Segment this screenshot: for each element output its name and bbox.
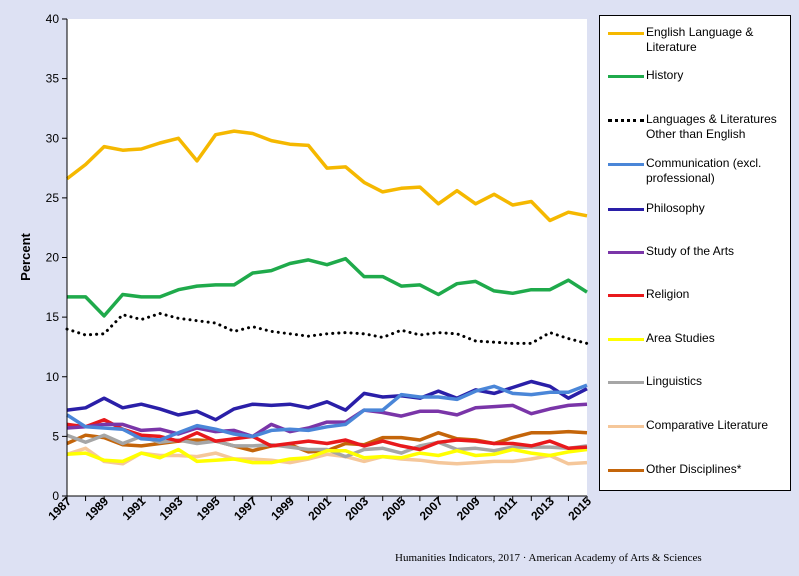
y-tick-label: 10: [46, 370, 60, 384]
x-tick-label: 2007: [417, 494, 446, 523]
legend-label: Religion: [646, 287, 788, 302]
legend-swatch: [608, 425, 644, 428]
y-tick-label: 40: [46, 12, 60, 26]
legend-label-line: Religion: [646, 287, 690, 301]
legend-label-line: Literature: [646, 40, 697, 54]
legend-swatch: [608, 251, 644, 254]
x-tick-label: 2009: [454, 494, 483, 523]
legend-swatch: [608, 381, 644, 384]
legend-label: Communication (excl. professional): [646, 156, 788, 186]
legend-label-line: Philosophy: [646, 201, 705, 215]
x-tick-label: 2001: [305, 494, 334, 523]
y-tick-label: 20: [46, 251, 60, 265]
source-footer: Humanities Indicators, 2017 · American A…: [395, 552, 702, 564]
legend-label: Area Studies: [646, 331, 788, 346]
y-tick-label: 15: [46, 310, 60, 324]
x-tick-label: 1995: [194, 494, 223, 523]
legend-swatch: [608, 338, 644, 341]
series-line-english-language-literature: [65, 129, 588, 223]
legend-label: English Language & Literature: [646, 25, 788, 55]
legend-swatch: [608, 75, 644, 78]
y-tick-label: 0: [52, 489, 59, 503]
legend-label-line: History: [646, 68, 684, 82]
legend-label-line: Study of the Arts: [646, 244, 735, 258]
legend-swatch: [608, 208, 644, 211]
series-line-religion: [66, 417, 588, 452]
legend-label-line: Area Studies: [646, 331, 715, 345]
legend-label: Linguistics: [646, 374, 788, 389]
y-tick-label: 35: [46, 72, 60, 86]
x-tick-label: 2005: [380, 494, 409, 523]
legend-label-line: professional): [646, 171, 715, 185]
legend-label: Languages & Literatures Other than Englis…: [646, 112, 788, 142]
legend-label-line: Communication (excl.: [646, 156, 762, 170]
y-tick-label: 25: [46, 191, 60, 205]
legend-label: Other Disciplines*: [646, 462, 788, 477]
legend-label: History: [646, 68, 788, 83]
legend-swatch: [608, 163, 644, 166]
legend-swatch: [608, 294, 644, 297]
x-tick-label: 1987: [45, 494, 74, 523]
series-line-study-of-the-arts: [66, 402, 588, 439]
series-line-history: [67, 256, 588, 318]
legend-label: Comparative Literature: [646, 418, 788, 433]
series-line-philosophy: [66, 379, 588, 422]
series-line-communication-excl-professional: [66, 383, 588, 442]
legend-label-line: Comparative Literature: [646, 418, 769, 432]
y-tick-label: 5: [52, 429, 59, 443]
legend-label-line: Linguistics: [646, 374, 703, 388]
legend-label-line: English Language &: [646, 25, 754, 39]
x-tick-label: 1999: [268, 494, 297, 523]
x-tick-label: 1993: [157, 494, 186, 523]
series-layer: [65, 129, 589, 466]
x-ticks: 1987 1989 1991 1993 1995 1997 1999 2001 2003 2005…: [45, 494, 594, 523]
legend-label-line: Other than English: [646, 127, 746, 141]
y-tick-label: 30: [46, 131, 60, 145]
legend-swatch: [608, 469, 644, 472]
legend-swatch: [608, 119, 644, 122]
chart-legend: English Language & Literature History Langu…: [599, 15, 791, 491]
legend-label-line: Languages & Literatures: [646, 112, 777, 126]
x-tick-label: 2015: [565, 494, 594, 523]
legend-swatch: [608, 32, 644, 35]
legend-label: Study of the Arts: [646, 244, 788, 259]
plot-area: [67, 19, 587, 496]
legend-label-line: Other Disciplines*: [646, 462, 742, 476]
series-line-area-studies: [66, 447, 588, 465]
x-tick-label: 2011: [492, 494, 521, 523]
x-tick-label: 1989: [82, 494, 111, 523]
series-line-languages-literatures-other-than-english: [65, 312, 589, 345]
y-ticks: 0 5 10 15 20 25 30 35 40: [46, 12, 67, 503]
y-axis-label: Percent: [18, 232, 33, 280]
x-tick-label: 1997: [231, 494, 260, 523]
x-tick-label: 2013: [528, 494, 557, 523]
x-tick-label: 1991: [120, 494, 149, 523]
x-tick-label: 2003: [342, 494, 371, 523]
legend-label: Philosophy: [646, 201, 788, 216]
